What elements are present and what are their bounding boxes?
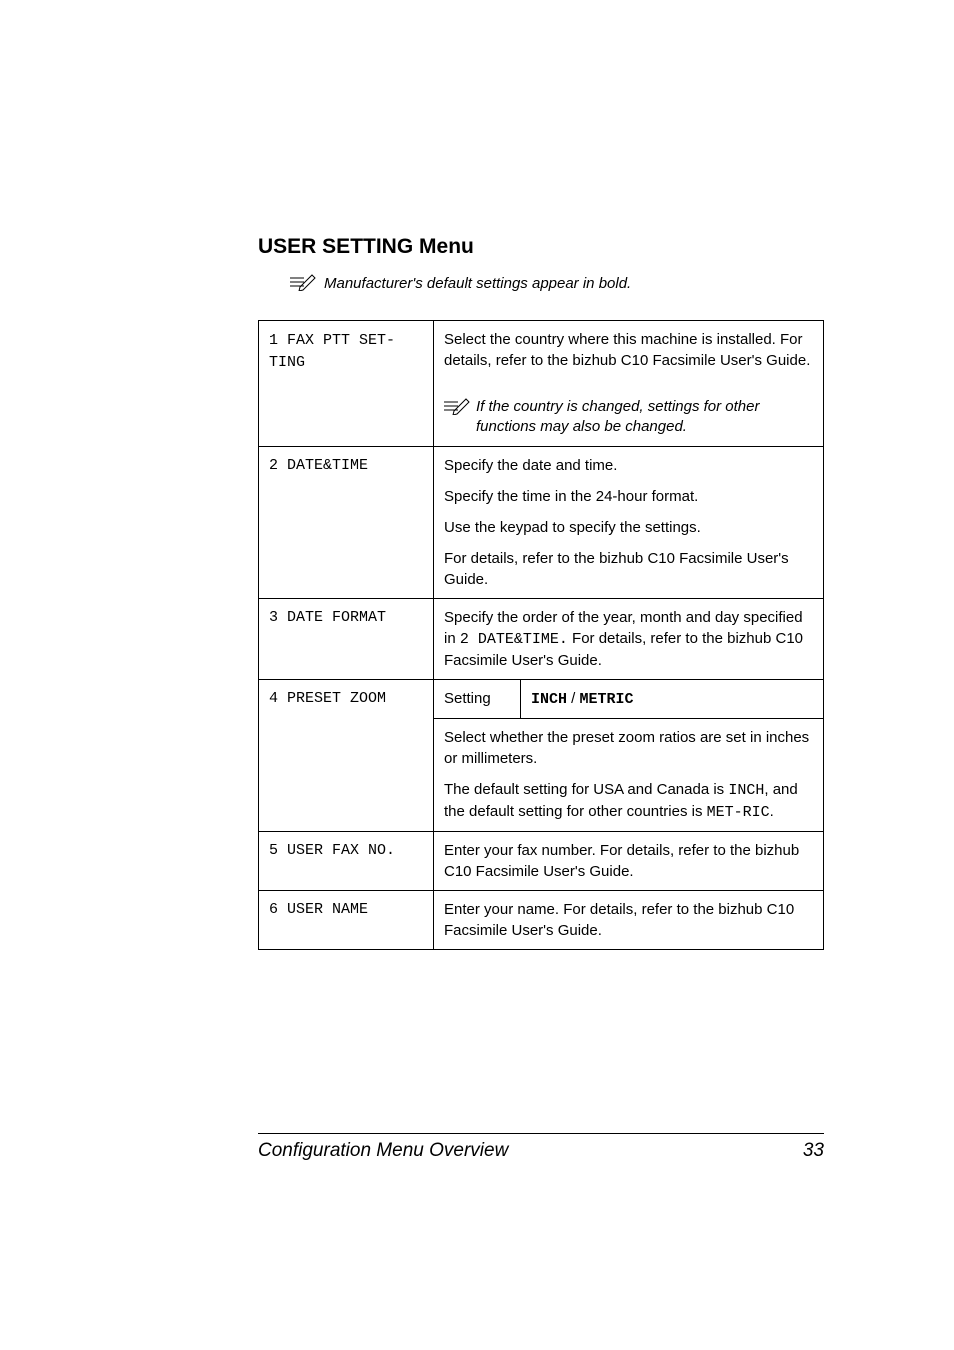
page-heading: USER SETTING Menu bbox=[258, 235, 824, 259]
table-row: 4 PRESET ZOOM Setting INCH / METRIC bbox=[259, 679, 824, 718]
page-number: 33 bbox=[803, 1140, 824, 1162]
desc-text: Select the country where this machine is… bbox=[444, 331, 810, 369]
desc-text: The default setting for USA and Canada i… bbox=[444, 781, 728, 798]
setting-value-cell: INCH / METRIC bbox=[521, 679, 824, 718]
row-desc: Specify the date and time. Specify the t… bbox=[434, 446, 824, 598]
desc-para: For details, refer to the bizhub C10 Fac… bbox=[444, 548, 813, 590]
row-note-cell: If the country is changed, settings for … bbox=[434, 379, 824, 446]
desc-mono: 2 DATE&TIME. bbox=[460, 631, 568, 648]
table-row: 2 DATE&TIME Specify the date and time. S… bbox=[259, 446, 824, 598]
desc-text: . bbox=[770, 803, 774, 820]
page-footer: Configuration Menu Overview 33 bbox=[258, 1133, 824, 1162]
label-text: TING bbox=[269, 354, 305, 371]
intro-note-text: Manufacturer's default settings appear i… bbox=[324, 273, 631, 292]
table-row: 1 FAX PTT SET- TING Select the country w… bbox=[259, 321, 824, 380]
desc-mono: INCH bbox=[728, 782, 764, 799]
row-label: 1 FAX PTT SET- TING bbox=[259, 321, 434, 447]
desc-para: Use the keypad to specify the settings. bbox=[444, 517, 813, 538]
footer-title: Configuration Menu Overview bbox=[258, 1140, 508, 1162]
row-desc: Specify the order of the year, month and… bbox=[434, 598, 824, 679]
row-label: 6 USER NAME bbox=[259, 890, 434, 949]
row-desc: Enter your fax number. For details, refe… bbox=[434, 831, 824, 890]
desc-para: Specify the time in the 24-hour format. bbox=[444, 486, 813, 507]
setting-label-cell: Setting bbox=[434, 679, 521, 718]
desc-para: Select whether the preset zoom ratios ar… bbox=[444, 727, 813, 769]
desc-mono: MET-RIC bbox=[707, 804, 770, 821]
row-desc: Select whether the preset zoom ratios ar… bbox=[434, 718, 824, 831]
row-label: 4 PRESET ZOOM bbox=[259, 679, 434, 831]
setting-option: INCH bbox=[531, 691, 567, 708]
label-text: 1 FAX PTT SET- bbox=[269, 332, 395, 349]
row-label: 2 DATE&TIME bbox=[259, 446, 434, 598]
settings-table: 1 FAX PTT SET- TING Select the country w… bbox=[258, 320, 824, 950]
setting-sep: / bbox=[567, 690, 580, 707]
setting-option: METRIC bbox=[580, 691, 634, 708]
table-row: 3 DATE FORMAT Specify the order of the y… bbox=[259, 598, 824, 679]
inner-note-text: If the country is changed, settings for … bbox=[476, 397, 813, 438]
note-icon bbox=[444, 397, 470, 421]
row-label: 5 USER FAX NO. bbox=[259, 831, 434, 890]
desc-para: Specify the date and time. bbox=[444, 455, 813, 476]
row-desc: Enter your name. For details, refer to t… bbox=[434, 890, 824, 949]
intro-note: Manufacturer's default settings appear i… bbox=[290, 273, 824, 296]
table-row: 5 USER FAX NO. Enter your fax number. Fo… bbox=[259, 831, 824, 890]
table-row: 6 USER NAME Enter your name. For details… bbox=[259, 890, 824, 949]
row-desc: Select the country where this machine is… bbox=[434, 321, 824, 380]
row-label: 3 DATE FORMAT bbox=[259, 598, 434, 679]
desc-para: The default setting for USA and Canada i… bbox=[444, 779, 813, 823]
note-icon bbox=[290, 273, 316, 296]
